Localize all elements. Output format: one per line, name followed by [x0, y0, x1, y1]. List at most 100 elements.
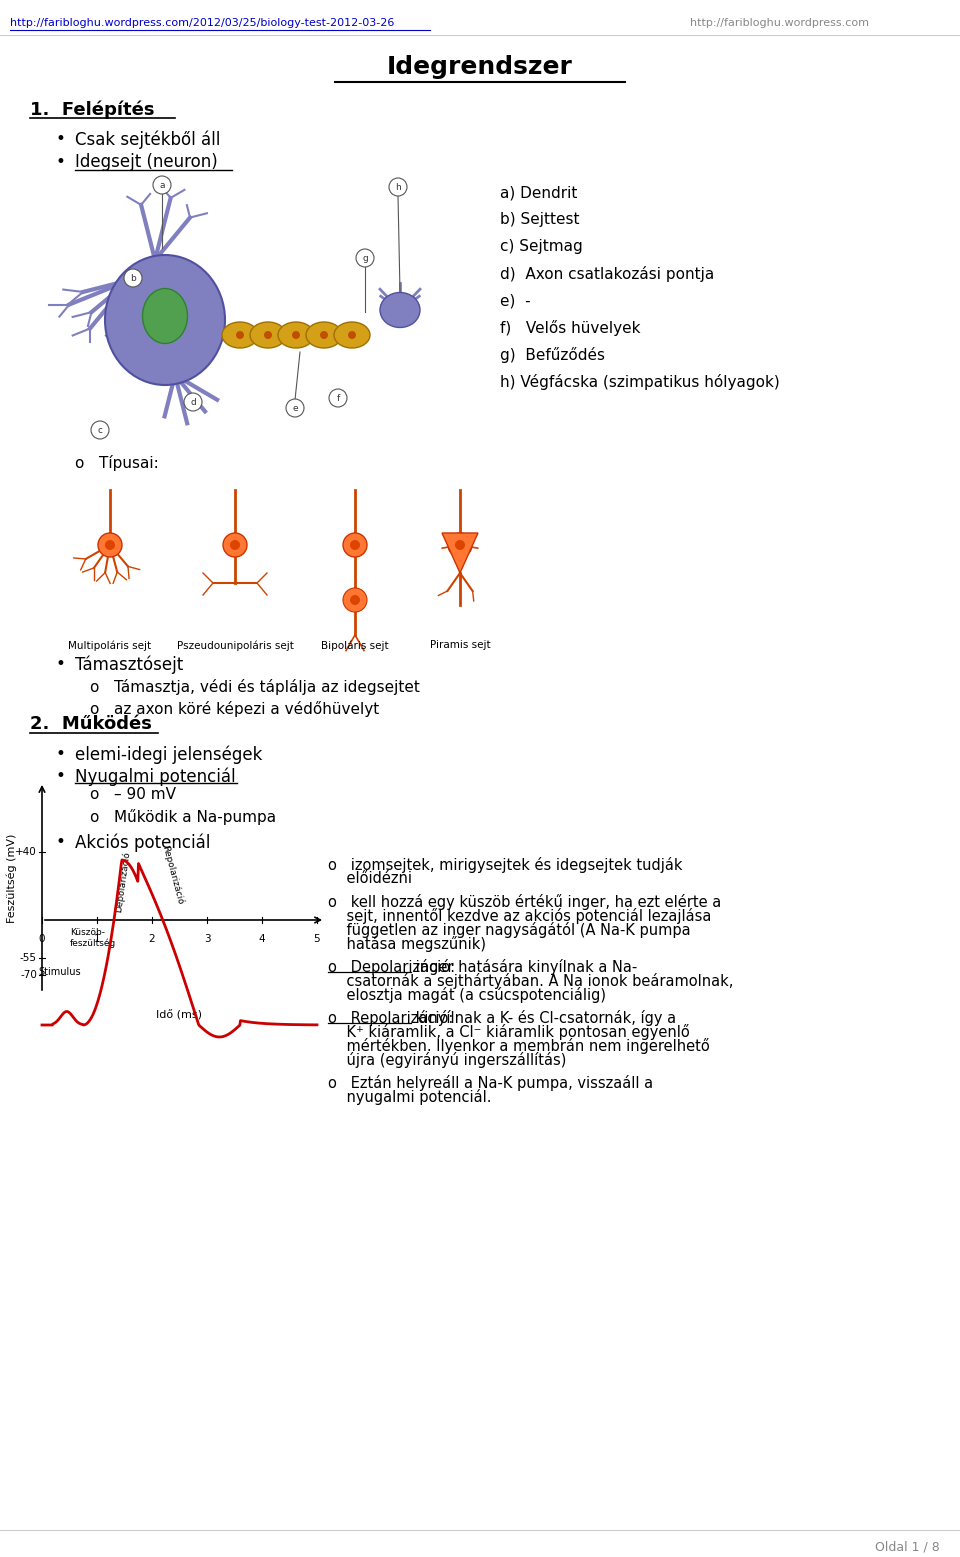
Text: -70: -70	[20, 970, 37, 979]
Text: mértékben. Ilyenkor a membrán nem ingerelhető: mértékben. Ilyenkor a membrán nem ingere…	[328, 1039, 709, 1054]
Circle shape	[286, 399, 304, 417]
Circle shape	[348, 332, 356, 339]
Text: •: •	[55, 655, 65, 673]
Text: Nyugalmi potenciál: Nyugalmi potenciál	[75, 768, 235, 785]
Text: e)  -: e) -	[500, 293, 531, 308]
Ellipse shape	[334, 322, 370, 349]
Circle shape	[264, 332, 272, 339]
Text: o   izomsejtek, mirigysejtek és idegsejtek tudják: o izomsejtek, mirigysejtek és idegsejtek…	[328, 856, 683, 873]
Text: Idő (ms): Idő (ms)	[156, 1010, 202, 1020]
Text: a: a	[159, 181, 165, 190]
Text: Piramis sejt: Piramis sejt	[430, 640, 491, 649]
Ellipse shape	[278, 322, 314, 349]
Text: 1: 1	[94, 934, 100, 944]
Circle shape	[230, 540, 240, 550]
Text: 0: 0	[38, 934, 45, 944]
Text: o   az axon köré képezi a védőhüvelyt: o az axon köré képezi a védőhüvelyt	[90, 701, 379, 718]
Text: o   Működik a Na-pumpa: o Működik a Na-pumpa	[90, 810, 276, 825]
Text: 2.  Működés: 2. Működés	[30, 715, 152, 733]
Text: Depolarizáció: Depolarizáció	[114, 850, 132, 912]
Text: d)  Axon csatlakozási pontja: d) Axon csatlakozási pontja	[500, 266, 714, 282]
Text: d: d	[190, 397, 196, 406]
Text: kinyílnak a K- és Cl-csatornák, így a: kinyílnak a K- és Cl-csatornák, így a	[411, 1010, 676, 1026]
Ellipse shape	[380, 293, 420, 327]
Circle shape	[455, 540, 465, 550]
Text: o   Támasztja, védi és táplálja az idegsejtet: o Támasztja, védi és táplálja az idegsej…	[90, 679, 420, 694]
Text: előidézni: előidézni	[328, 870, 412, 886]
Ellipse shape	[105, 255, 225, 385]
Text: Stimulus: Stimulus	[38, 967, 82, 976]
Ellipse shape	[98, 532, 122, 557]
Text: -55: -55	[20, 953, 37, 962]
Ellipse shape	[250, 322, 286, 349]
Text: Idegsejt (neuron): Idegsejt (neuron)	[75, 153, 218, 171]
Circle shape	[389, 177, 407, 196]
Text: http://faribloghu.wordpress.com/2012/03/25/biology-test-2012-03-26: http://faribloghu.wordpress.com/2012/03/…	[10, 19, 395, 28]
Text: hatása megszűnik): hatása megszűnik)	[328, 936, 486, 951]
Text: 2: 2	[149, 934, 156, 944]
Text: +40: +40	[15, 847, 37, 856]
Text: nyugalmi potenciál.: nyugalmi potenciál.	[328, 1088, 492, 1105]
Circle shape	[350, 540, 360, 550]
Circle shape	[292, 332, 300, 339]
Text: újra (egyirányú ingerszállítás): újra (egyirányú ingerszállítás)	[328, 1053, 566, 1068]
Ellipse shape	[343, 532, 367, 557]
Circle shape	[329, 389, 347, 406]
Text: 1.  Felépítés: 1. Felépítés	[30, 100, 155, 118]
Text: sejt, innentől kezdve az akciós potenciál lezajlása: sejt, innentől kezdve az akciós potenciá…	[328, 908, 711, 923]
Text: a) Dendrit: a) Dendrit	[500, 185, 577, 199]
Text: f: f	[336, 394, 340, 403]
Text: o   Típusai:: o Típusai:	[75, 455, 158, 472]
Circle shape	[91, 420, 109, 439]
Text: o   Eztán helyreáll a Na-K pumpa, visszaáll a: o Eztán helyreáll a Na-K pumpa, visszaá…	[328, 1074, 653, 1091]
Text: •: •	[55, 833, 65, 852]
Text: Akciós potenciál: Akciós potenciál	[75, 833, 210, 852]
Ellipse shape	[222, 322, 258, 349]
Text: Idegrendszer: Idegrendszer	[387, 54, 573, 79]
Polygon shape	[442, 532, 478, 573]
Text: elosztja magát (a csúcspotenciálig): elosztja magát (a csúcspotenciálig)	[328, 987, 606, 1003]
Circle shape	[356, 249, 374, 266]
Circle shape	[320, 332, 328, 339]
Text: h) Végfácska (szimpatikus hólyagok): h) Végfácska (szimpatikus hólyagok)	[500, 374, 780, 389]
Text: o   Repolarizáció:: o Repolarizáció:	[328, 1010, 453, 1026]
Text: független az inger nagyságától (A Na-K pumpa: független az inger nagyságától (A Na-K p…	[328, 922, 690, 937]
Circle shape	[153, 176, 171, 195]
Ellipse shape	[343, 589, 367, 612]
Circle shape	[105, 540, 115, 550]
Text: Csak sejtékből áll: Csak sejtékből áll	[75, 129, 221, 148]
Text: 5: 5	[314, 934, 321, 944]
Text: g: g	[362, 254, 368, 263]
Text: •: •	[55, 768, 65, 785]
Text: •: •	[55, 129, 65, 148]
Text: o   kell hozzá egy küszöb értékű inger, ha ezt elérte a: o kell hozzá egy küszöb értékű inger, ha…	[328, 894, 721, 909]
Text: K⁺ kiáramlik, a Cl⁻ kiáramlik pontosan egyenlő: K⁺ kiáramlik, a Cl⁻ kiáramlik pontosan e…	[328, 1025, 689, 1040]
Text: csatornák a sejthártyában. A Na ionok beáramolnak,: csatornák a sejthártyában. A Na ionok be…	[328, 973, 733, 989]
Text: inger hatására kinyílnak a Na-: inger hatására kinyílnak a Na-	[411, 959, 636, 975]
Text: Pszeudounipoláris sejt: Pszeudounipoláris sejt	[177, 640, 294, 651]
Text: Oldal 1 / 8: Oldal 1 / 8	[876, 1540, 940, 1552]
Text: o   Depolarizáció:: o Depolarizáció:	[328, 959, 455, 975]
Text: Támasztósejt: Támasztósejt	[75, 655, 183, 674]
Circle shape	[236, 332, 244, 339]
Text: Küszöb-
feszültség: Küszöb- feszültség	[70, 928, 116, 948]
Text: elemi-idegi jelenségek: elemi-idegi jelenségek	[75, 744, 262, 763]
Circle shape	[124, 269, 142, 286]
Ellipse shape	[306, 322, 342, 349]
Text: b: b	[131, 274, 136, 282]
Circle shape	[184, 392, 202, 411]
Text: Feszültség (mV): Feszültség (mV)	[7, 833, 17, 923]
Text: c) Sejtmag: c) Sejtmag	[500, 240, 583, 254]
Text: h: h	[396, 182, 401, 192]
Text: o   – 90 mV: o – 90 mV	[90, 786, 176, 802]
Text: http://faribloghu.wordpress.com: http://faribloghu.wordpress.com	[690, 19, 869, 28]
Text: •: •	[55, 153, 65, 171]
Text: •: •	[55, 744, 65, 763]
Text: Repolarizáció: Repolarizáció	[160, 844, 185, 906]
Ellipse shape	[142, 288, 187, 344]
Text: b) Sejttest: b) Sejttest	[500, 212, 580, 227]
Text: f)   Velős hüvelyek: f) Velős hüvelyek	[500, 321, 640, 336]
Text: Multipoláris sejt: Multipoláris sejt	[68, 640, 152, 651]
Text: c: c	[98, 425, 103, 434]
Ellipse shape	[448, 532, 472, 557]
